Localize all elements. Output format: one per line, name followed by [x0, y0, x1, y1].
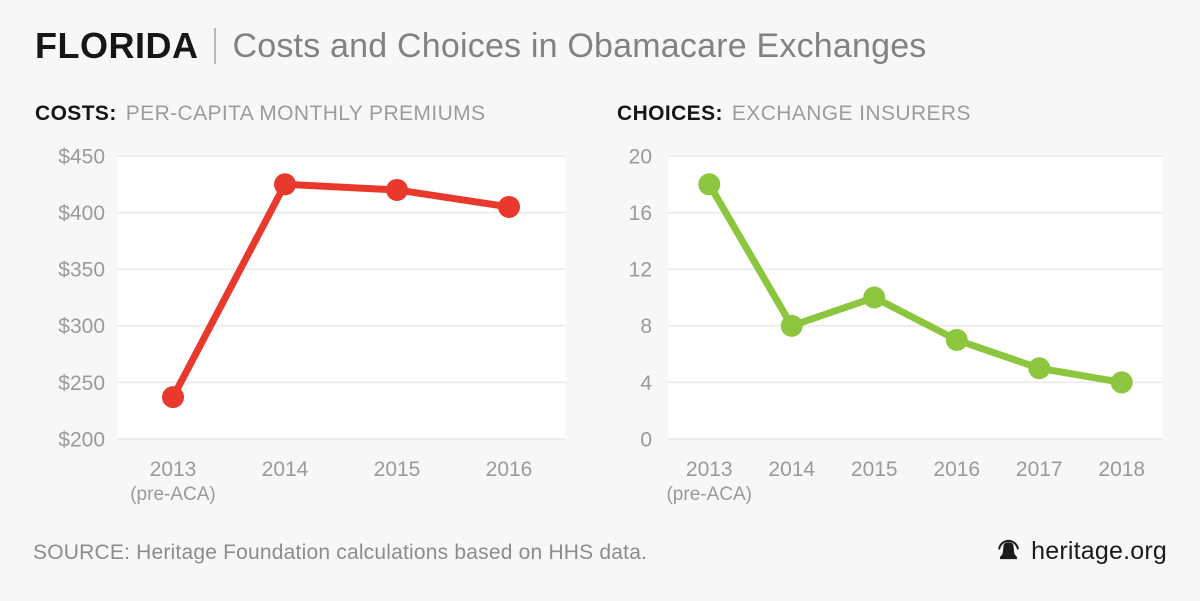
- data-point: [1110, 371, 1133, 394]
- data-point: [386, 178, 408, 201]
- choices-sublabel: EXCHANGE INSURERS: [731, 102, 971, 125]
- costs-label: COSTS:: [35, 102, 117, 125]
- brand-wordmark: heritage.org: [1031, 537, 1167, 565]
- x-axis-label: 2015: [374, 458, 421, 481]
- y-axis-label: $200: [58, 428, 105, 451]
- x-axis-label: 2016: [486, 458, 533, 481]
- y-axis-label: $250: [58, 372, 105, 395]
- title-divider: [214, 28, 217, 64]
- x-axis-label: 2013: [150, 458, 197, 481]
- y-axis-label: $400: [58, 202, 105, 225]
- region-title: FLORIDA: [35, 25, 199, 66]
- x-axis-label: 2018: [1098, 458, 1145, 481]
- y-axis-label: $350: [58, 259, 105, 282]
- y-axis-label: 20: [629, 145, 652, 168]
- plot-area: [117, 156, 565, 439]
- y-axis-label: 0: [640, 428, 652, 451]
- x-axis-label: 2013: [686, 458, 733, 481]
- data-line: [705, 180, 1126, 386]
- x-axis-label: 2014: [262, 458, 309, 481]
- data-point: [945, 328, 968, 351]
- y-axis-label: 4: [640, 372, 652, 395]
- costs-sublabel: PER-CAPITA MONTHLY PREMIUMS: [125, 102, 486, 125]
- y-axis-label: $450: [58, 145, 105, 168]
- data-point: [698, 173, 721, 196]
- y-axis-label: 12: [629, 259, 652, 282]
- data-point: [863, 286, 886, 309]
- costs-chart: $450 $400 $350 $300 $250 $200 2013 (pre-ACA) 201…: [58, 145, 565, 505]
- header: FLORIDA Costs and Choices in Obamacare E…: [35, 25, 927, 67]
- choices-chart-title: CHOICES: EXCHANGE INSURERS: [617, 102, 971, 126]
- x-axis-note: (pre-ACA): [666, 484, 752, 505]
- liberty-bell-icon: [998, 539, 1019, 560]
- data-point: [780, 314, 803, 337]
- y-axis-label: $300: [58, 315, 105, 338]
- data-point: [274, 173, 296, 196]
- page-title: Costs and Choices in Obamacare Exchanges: [232, 26, 927, 65]
- y-axis-label: 8: [640, 315, 652, 338]
- choices-label: CHOICES:: [617, 102, 723, 125]
- x-axis-label: 2017: [1016, 458, 1063, 481]
- source-note: SOURCE: Heritage Foundation calculations…: [33, 541, 648, 564]
- plot-area: [668, 156, 1163, 439]
- heritage-logo: heritage.org: [995, 537, 1167, 566]
- data-point: [498, 195, 520, 218]
- x-axis-label: 2016: [933, 458, 980, 481]
- x-axis-label: 2014: [768, 458, 815, 481]
- y-axis-label: 16: [629, 202, 652, 225]
- x-axis-label: 2015: [851, 458, 898, 481]
- data-point: [162, 386, 184, 409]
- data-line: [169, 180, 513, 401]
- costs-chart-title: COSTS: PER-CAPITA MONTHLY PREMIUMS: [35, 102, 485, 126]
- x-axis-note: (pre-ACA): [130, 484, 216, 505]
- data-point: [1028, 357, 1051, 380]
